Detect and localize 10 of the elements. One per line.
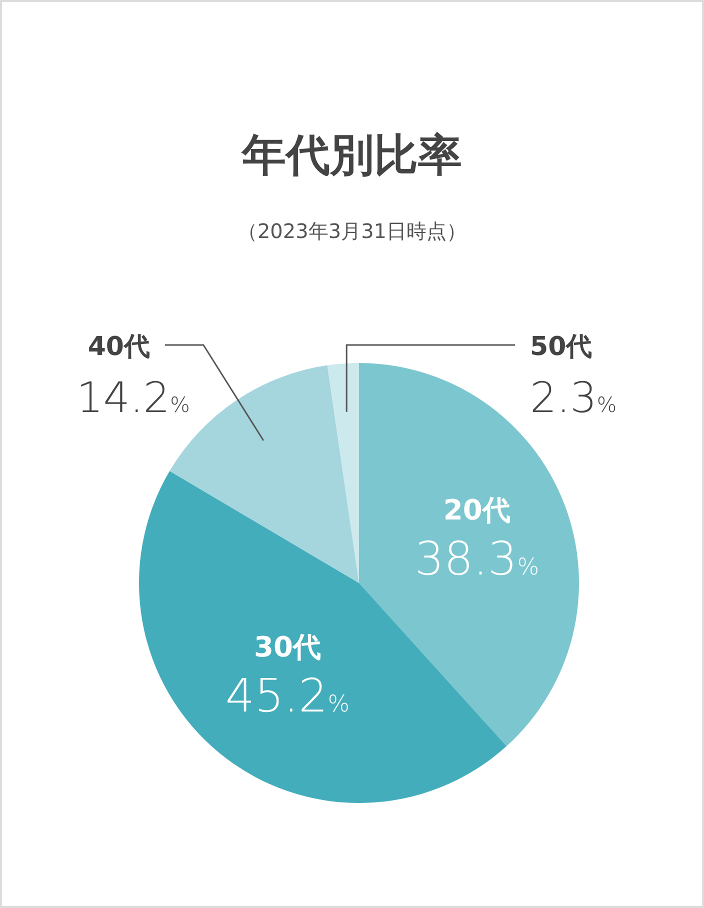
data-label: 45.2% [225,668,350,723]
data-label: 38.3% [414,532,540,586]
slice-label: 30代 [254,630,321,664]
data-label: 2.3% [530,373,617,422]
data-label: 14.2% [76,373,190,422]
slice-label: 40代 [88,332,150,362]
slice-label: 50代 [530,332,592,362]
slice-label: 20代 [443,494,510,527]
chart-subtitle: （2023年3月31日時点） [237,219,467,243]
chart-title: 年代別比率 [241,130,462,181]
